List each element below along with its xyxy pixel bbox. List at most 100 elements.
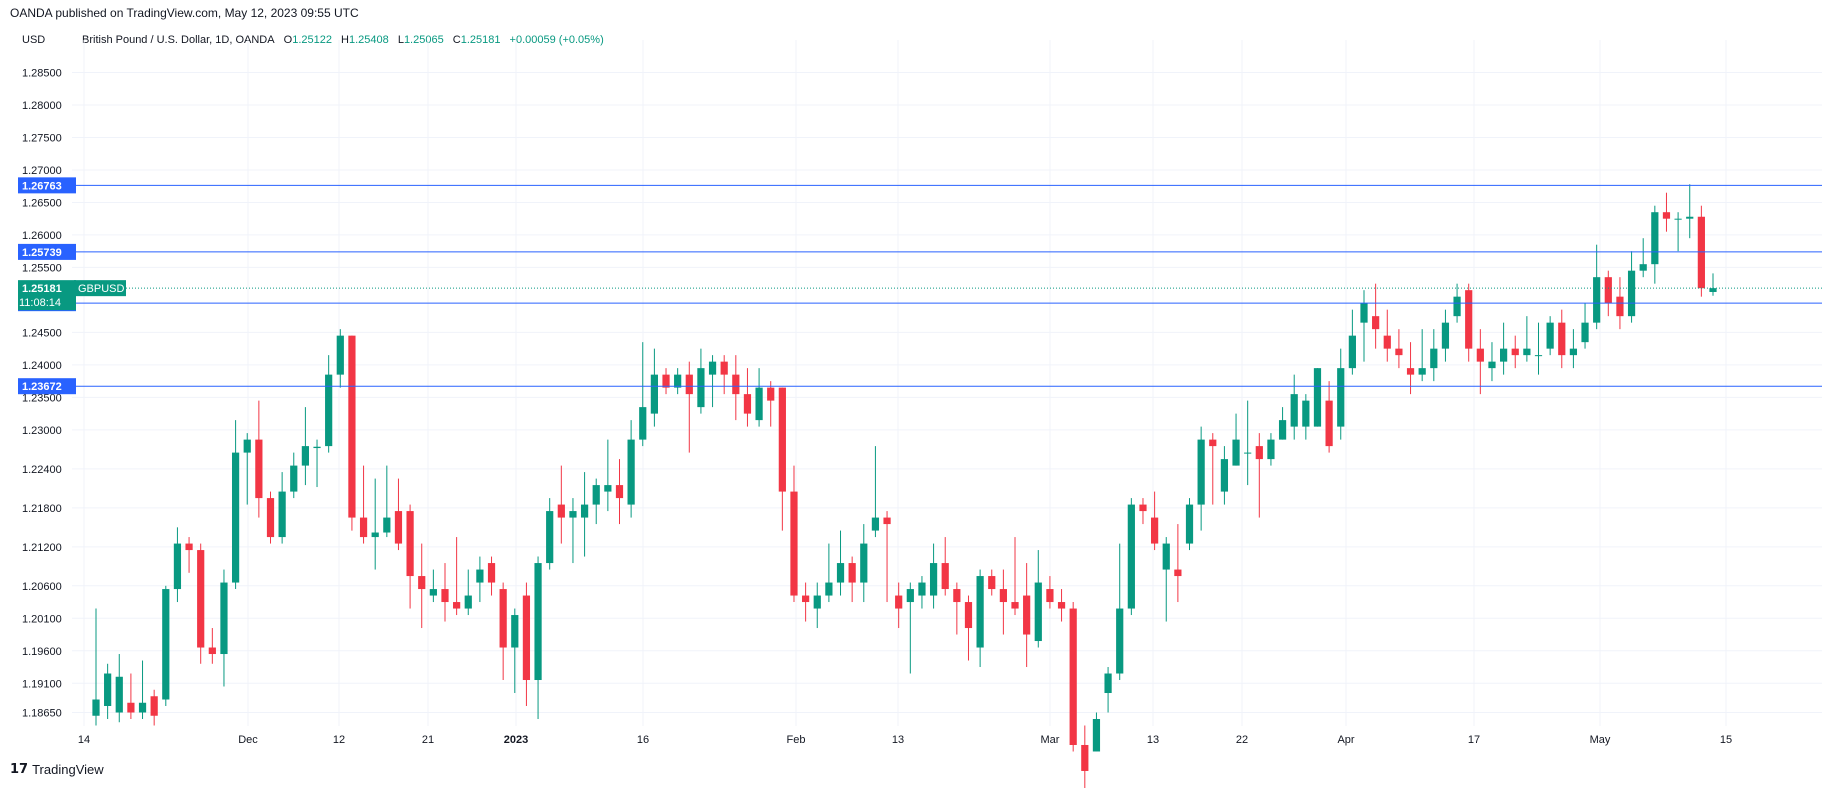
x-axis-tick-label: Apr: [1337, 734, 1354, 746]
candle-body: [429, 589, 437, 596]
candle-body: [569, 511, 577, 518]
y-axis-tick-label: 1.19600: [22, 646, 62, 658]
candle-body: [441, 589, 449, 603]
candle-body: [162, 589, 170, 700]
candle-body: [487, 563, 496, 583]
x-axis-tick-label: 15: [1720, 734, 1732, 746]
close-label: C: [452, 34, 461, 46]
y-axis-tick-label: 1.19100: [22, 678, 62, 690]
y-axis-tick-label: 1.18650: [22, 708, 62, 720]
candle-body: [906, 589, 914, 603]
candle-body: [1337, 368, 1345, 427]
candle-body: [476, 569, 484, 583]
high-value: 1.25408: [348, 34, 389, 46]
x-axis-tick-label: 17: [1468, 734, 1480, 746]
candle-body: [1348, 335, 1356, 369]
candle-body: [394, 511, 403, 544]
tradingview-logo[interactable]: 17 TradingView: [10, 762, 104, 777]
price-level-tag: [18, 177, 76, 194]
countdown-timer: 11:08:14: [19, 297, 61, 309]
candle-body: [522, 595, 531, 681]
y-axis-tick-label: 1.28000: [22, 100, 62, 112]
candle-body: [1511, 348, 1519, 356]
open-label: O: [283, 34, 293, 46]
y-axis-tick-label: 1.27000: [22, 165, 62, 177]
candle-body: [313, 446, 321, 449]
x-axis-tick-label: Feb: [787, 734, 806, 746]
candle-body: [406, 511, 414, 577]
candle-body: [1034, 582, 1042, 642]
symbol-legend: British Pound / U.S. Dollar, 1D, OANDA O…: [82, 34, 610, 46]
candle-body: [418, 576, 426, 590]
candle-body: [534, 563, 542, 681]
candle-body: [743, 394, 752, 414]
candle-body: [1127, 504, 1135, 609]
candle-body: [1232, 439, 1240, 466]
candle-body: [1255, 446, 1263, 460]
candle-body: [1674, 218, 1682, 220]
x-axis-tick-label: Mar: [1041, 734, 1060, 746]
candle-body: [1185, 504, 1194, 544]
y-axis-tick-label: 1.24500: [22, 327, 62, 339]
candle-body: [1092, 718, 1101, 752]
candle-body: [1476, 348, 1484, 362]
candle-body: [1709, 288, 1717, 292]
candle-body: [592, 485, 600, 505]
candle-body: [278, 491, 286, 538]
candle-body: [453, 602, 461, 609]
candle-body: [953, 589, 961, 603]
candle-body: [976, 576, 984, 648]
candle-body: [615, 485, 624, 499]
x-axis-tick-label: 14: [78, 734, 90, 746]
published-caption: OANDA published on TradingView.com, May …: [10, 6, 359, 20]
candle-body: [1023, 595, 1031, 635]
candle-body: [546, 511, 554, 564]
candle-body: [1011, 602, 1019, 609]
x-axis-tick-label: 13: [892, 734, 904, 746]
candle-body: [1616, 296, 1624, 317]
x-axis-tick-label: May: [1590, 734, 1611, 746]
candle-body: [964, 602, 973, 629]
candle-body: [1360, 303, 1368, 323]
y-axis-tick-label: 1.27500: [22, 132, 62, 144]
candle-body: [1662, 212, 1671, 219]
candle-body: [208, 647, 216, 655]
x-axis-tick-label: 16: [637, 734, 649, 746]
y-axis-tick-label: 1.25500: [22, 262, 62, 274]
x-axis-tick-label: Dec: [238, 734, 258, 746]
candle-body: [1406, 368, 1415, 375]
candle-body: [802, 595, 810, 603]
y-axis-tick-label: 1.28500: [22, 68, 62, 80]
candle-body: [1197, 439, 1205, 505]
candle-body: [708, 361, 717, 375]
candle-body: [1546, 322, 1554, 349]
candle-body: [150, 696, 158, 716]
candle-body: [999, 589, 1007, 603]
candle-body: [674, 374, 682, 388]
candle-body: [1569, 348, 1578, 356]
x-axis-tick-label: 13: [1147, 734, 1159, 746]
candle-body: [697, 368, 705, 408]
last-price-tag: [18, 280, 76, 311]
candle-body: [732, 374, 740, 395]
candle-body: [220, 582, 228, 655]
candle-body: [115, 676, 123, 713]
candle-body: [662, 374, 670, 388]
candle-body: [1604, 277, 1612, 304]
candle-body: [883, 517, 891, 525]
candle-body: [127, 702, 135, 713]
change-value: +0.00059 (+0.05%): [509, 34, 604, 46]
candle-body: [1465, 290, 1473, 349]
candle-body: [290, 465, 298, 492]
y-axis-tick-label: 1.24000: [22, 360, 62, 372]
x-axis-tick-label: 22: [1236, 734, 1248, 746]
tradingview-logo-text: TradingView: [32, 762, 104, 777]
candle-body: [243, 439, 251, 453]
price-level-tag-text: 1.23672: [22, 381, 62, 393]
candle-body: [860, 543, 868, 583]
candle-body: [1686, 216, 1694, 219]
candle-body: [301, 446, 310, 466]
candle-body: [988, 576, 996, 590]
candle-body: [359, 517, 368, 538]
